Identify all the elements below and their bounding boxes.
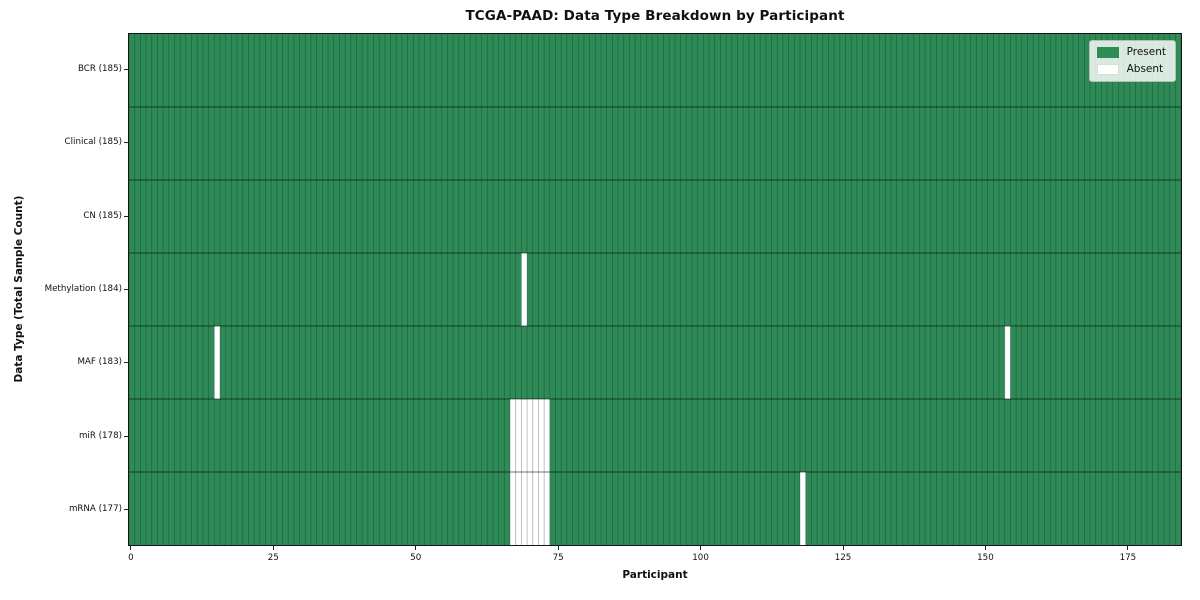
y-tick-mark [124,289,128,290]
x-tick-mark [130,546,132,550]
y-tick-mark [124,508,128,510]
x-tick-mark [984,546,986,550]
x-tick-label: 0 [128,553,134,563]
y-tick-label: Clinical (185) [64,137,122,148]
absent-cell [521,253,528,327]
legend-item-absent: Absent [1096,63,1166,75]
x-tick-mark [842,546,844,550]
legend-item-present: Present [1096,46,1166,58]
x-tick-label: 125 [834,553,852,563]
cell-edge-gridlines [129,34,1181,545]
absent-cell [527,471,533,545]
legend: Present Absent [1088,40,1176,82]
absent-cell [1004,325,1011,400]
absent-cell [515,471,522,545]
y-tick-mark [124,142,128,144]
y-tick-mark [124,215,128,217]
x-tick-mark [700,546,702,550]
present-cells-background [129,34,1181,545]
chart-title: TCGA-PAAD: Data Type Breakdown by Partic… [465,8,845,24]
y-tick-label: Methylation (184) [44,284,122,294]
y-tick-mark [124,69,128,71]
x-tick-label: 75 [552,553,564,563]
absent-cell [544,471,550,545]
y-tick-label: BCR (185) [77,64,122,75]
y-tick-label: CN (185) [83,210,122,221]
y-tick-label: MAF (183) [77,357,122,368]
absent-cell [532,471,539,545]
absent-cell [538,471,545,545]
y-tick-label: mRNA (177) [68,503,122,514]
absent-swatch-icon [1096,64,1119,75]
absent-cell [544,399,550,473]
x-axis-title: Participant [622,569,688,581]
absent-cell [509,471,516,545]
y-tick-mark [124,435,128,437]
absent-cell [800,471,806,545]
x-tick-mark [272,546,274,550]
x-tick-label: 50 [410,553,422,563]
absent-cell [509,399,516,473]
absent-cell [538,399,545,473]
absent-cell [527,399,533,473]
row-divider-lines [129,106,1181,473]
absent-cell [515,399,522,473]
legend-label-absent: Absent [1126,63,1164,75]
x-tick-label: 100 [692,553,709,563]
absent-cell [521,471,528,545]
y-tick-label: miR (178) [78,430,122,441]
present-swatch-icon [1096,47,1119,58]
x-tick-mark [1127,546,1129,550]
heatmap-plot-area: Present Absent [128,33,1182,546]
absent-cell [532,399,539,473]
x-tick-mark [557,546,559,550]
x-tick-label: 25 [267,553,279,563]
x-tick-mark [415,546,417,550]
absent-cell [521,399,528,473]
heatmap-cells [129,34,1181,545]
y-tick-mark [124,362,128,364]
x-tick-label: 150 [977,553,994,563]
legend-label-present: Present [1126,46,1166,58]
absent-cell [214,325,220,400]
x-tick-label: 175 [1119,553,1137,563]
